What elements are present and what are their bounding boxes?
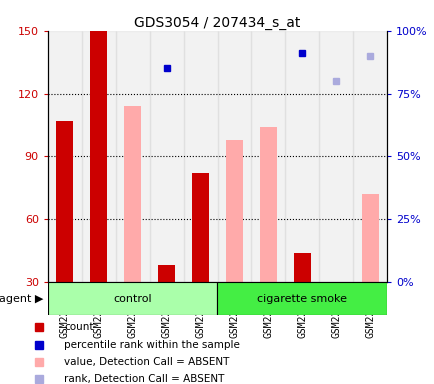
Bar xyxy=(124,106,141,282)
Bar xyxy=(90,31,107,282)
Bar xyxy=(48,31,82,282)
Text: cigarette smoke: cigarette smoke xyxy=(257,293,346,304)
FancyBboxPatch shape xyxy=(217,282,386,315)
Bar xyxy=(149,31,183,282)
Bar xyxy=(183,31,217,282)
Bar xyxy=(192,173,209,282)
Text: count: count xyxy=(64,322,93,332)
Bar xyxy=(361,194,378,282)
Bar xyxy=(82,31,115,282)
Text: value, Detection Call = ABSENT: value, Detection Call = ABSENT xyxy=(64,357,229,367)
FancyBboxPatch shape xyxy=(48,282,217,315)
Bar xyxy=(226,140,243,282)
Bar xyxy=(319,31,352,282)
Text: agent ▶: agent ▶ xyxy=(0,293,43,304)
Bar xyxy=(56,121,73,282)
Bar xyxy=(327,282,344,284)
Bar xyxy=(217,31,251,282)
Bar xyxy=(115,31,149,282)
Text: percentile rank within the sample: percentile rank within the sample xyxy=(64,339,240,349)
Bar xyxy=(260,127,276,282)
Bar xyxy=(158,265,175,282)
Bar xyxy=(352,31,386,282)
Text: rank, Detection Call = ABSENT: rank, Detection Call = ABSENT xyxy=(64,374,224,384)
Bar xyxy=(327,282,344,284)
Bar xyxy=(285,31,319,282)
Bar xyxy=(251,31,285,282)
Bar xyxy=(293,253,310,282)
Text: control: control xyxy=(113,293,151,304)
Title: GDS3054 / 207434_s_at: GDS3054 / 207434_s_at xyxy=(134,16,300,30)
